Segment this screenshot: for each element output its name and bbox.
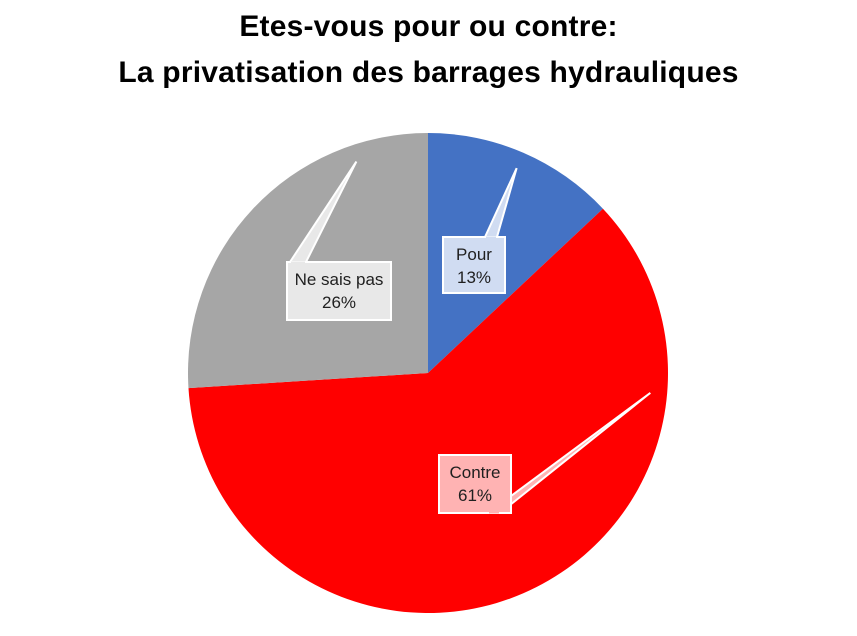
chart-title-line-1: Etes-vous pour ou contre:: [239, 10, 618, 43]
callout-box: [286, 261, 392, 321]
callout-box: [442, 236, 506, 294]
data-label-value: 61%: [458, 486, 492, 505]
data-label-value: 26%: [322, 293, 356, 312]
callout-seam: [291, 261, 305, 265]
pie-slices: [188, 133, 669, 614]
data-label-category: Pour: [456, 245, 492, 264]
callout-box: [438, 454, 512, 514]
callout-seam: [486, 236, 496, 240]
pie-slice-pour: [428, 133, 603, 373]
data-label-category: Contre: [449, 463, 500, 482]
chart-title-line-2: La privatisation des barrages hydrauliqu…: [118, 56, 739, 89]
data-labels: Pour 13% Contre 61% Ne sais pas 26%: [286, 161, 651, 514]
pie-slice-ne-sais-pas: [188, 133, 428, 389]
data-label-value: 13%: [457, 268, 491, 287]
callout-seam: [489, 510, 499, 514]
pie-slice-contre: [188, 208, 669, 614]
data-label-category: Ne sais pas: [295, 270, 384, 289]
